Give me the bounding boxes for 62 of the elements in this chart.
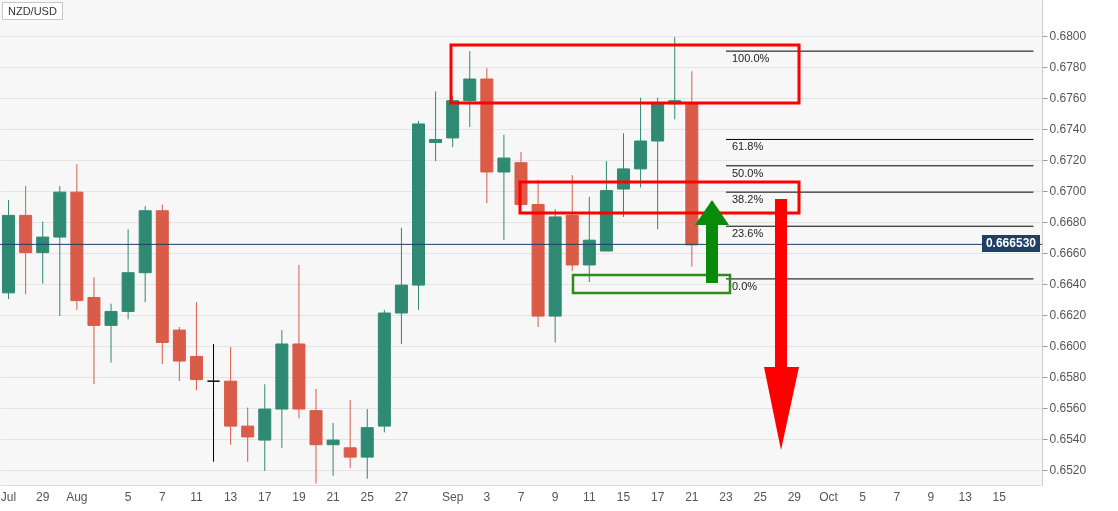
y-tick-label: 0.6560 bbox=[1049, 401, 1087, 416]
y-tick-label: 0.6780 bbox=[1049, 60, 1087, 75]
x-tick-label: 9 bbox=[927, 489, 935, 504]
y-tick-label: 0.6540 bbox=[1049, 432, 1087, 447]
y-tick-label: 0.6700 bbox=[1049, 184, 1087, 199]
y-tick-label: 0.6760 bbox=[1049, 91, 1087, 106]
annotation: 100.0% bbox=[731, 52, 770, 65]
y-tick-label: 0.6580 bbox=[1049, 370, 1087, 385]
candlestick bbox=[497, 134, 511, 241]
x-tick-label: 5 bbox=[124, 489, 132, 504]
annotation: 23.6% bbox=[731, 227, 764, 240]
y-tick-label: 0.6620 bbox=[1049, 308, 1087, 323]
x-tick-label: Jul bbox=[0, 489, 17, 504]
x-tick-label: 7 bbox=[893, 489, 901, 504]
annotation: 61.8% bbox=[731, 140, 764, 153]
candlestick bbox=[189, 301, 203, 391]
candlestick bbox=[241, 407, 255, 463]
x-tick-label: 19 bbox=[292, 489, 306, 504]
x-tick-label: 3 bbox=[483, 489, 491, 504]
y-tick-label: 0.6680 bbox=[1049, 215, 1087, 230]
x-tick-label: Sep bbox=[441, 489, 464, 504]
x-tick-label: 17 bbox=[258, 489, 272, 504]
candlestick bbox=[104, 303, 118, 364]
x-tick-label: 17 bbox=[650, 489, 665, 504]
annotation: 50.0% bbox=[731, 166, 764, 179]
x-tick-label: 13 bbox=[223, 489, 238, 504]
annotation: 38.2% bbox=[731, 193, 764, 206]
x-tick-label: 29 bbox=[787, 489, 802, 504]
x-tick-label: 27 bbox=[394, 489, 409, 504]
x-tick-label: 7 bbox=[158, 489, 166, 504]
x-tick-label: Aug bbox=[66, 489, 88, 504]
x-tick-label: 25 bbox=[753, 489, 768, 504]
candlestick bbox=[207, 343, 221, 463]
candlestick bbox=[429, 90, 443, 162]
x-tick-label: 21 bbox=[326, 489, 341, 504]
x-tick-label: 11 bbox=[583, 489, 596, 504]
x-tick-label: 29 bbox=[36, 489, 50, 504]
candlestick bbox=[463, 50, 477, 128]
x-tick-label: 23 bbox=[719, 489, 733, 504]
x-tick-label: 25 bbox=[360, 489, 375, 504]
x-tick-label: 13 bbox=[958, 489, 973, 504]
x-tick-label: 11 bbox=[190, 489, 203, 504]
x-tick-label: Oct bbox=[819, 489, 839, 504]
y-tick-label: 0.6600 bbox=[1049, 339, 1087, 354]
x-tick-label: 5 bbox=[859, 489, 867, 504]
y-tick-label: 0.6740 bbox=[1049, 122, 1087, 137]
ref-line-label: 0.666530 bbox=[981, 235, 1040, 253]
annotation: 0.0% bbox=[731, 279, 758, 292]
x-tick-label: 15 bbox=[992, 489, 1007, 504]
x-tick-label: 15 bbox=[616, 489, 631, 504]
x-tick-label: 7 bbox=[517, 489, 525, 504]
y-tick-label: 0.6640 bbox=[1049, 277, 1087, 292]
chart-title: NZD/USD bbox=[2, 2, 63, 20]
y-tick-label: 0.6660 bbox=[1049, 246, 1087, 261]
x-tick-label: 21 bbox=[685, 489, 699, 504]
candlestick bbox=[36, 221, 50, 285]
candlestick bbox=[326, 422, 340, 477]
y-tick-label: 0.6720 bbox=[1049, 153, 1087, 168]
candlestick bbox=[343, 399, 357, 469]
x-tick-label: 9 bbox=[551, 489, 559, 504]
y-tick-label: 0.6520 bbox=[1049, 463, 1087, 477]
y-tick-label: 0.6800 bbox=[1049, 29, 1087, 44]
